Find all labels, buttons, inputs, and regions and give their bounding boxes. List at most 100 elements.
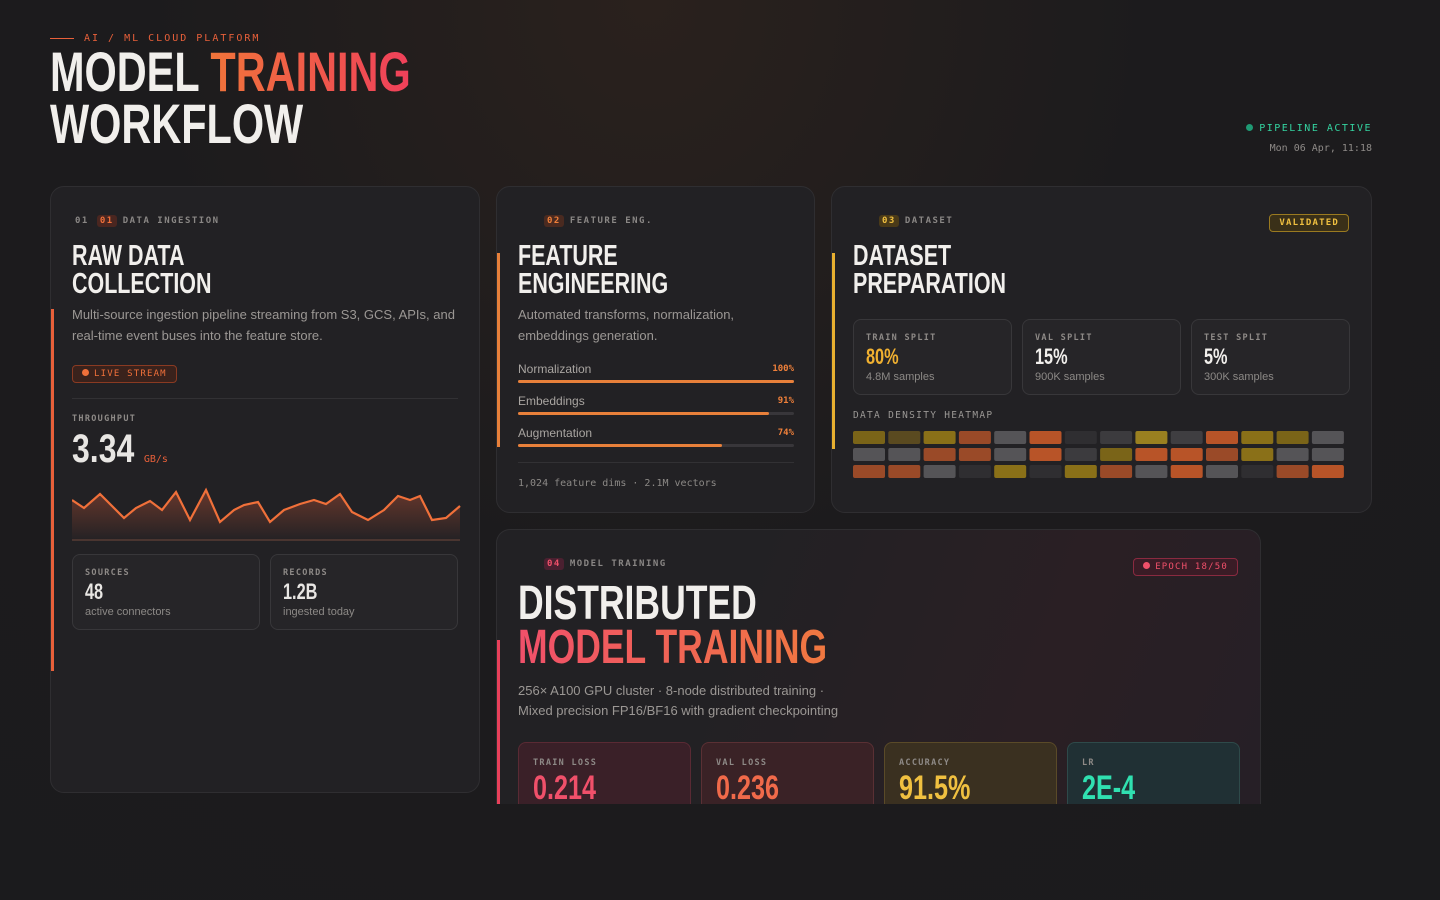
split-value: 5% (1204, 344, 1228, 369)
progress-row: Augmentation 74% (518, 426, 794, 458)
heatmap-cell (1170, 465, 1203, 478)
eyebrow-rule (50, 37, 74, 39)
metric-box: LR 2E-4 (1067, 742, 1240, 804)
progress-row: Normalization 100% (518, 362, 794, 394)
metric-value: 2E-4 (1082, 769, 1136, 804)
divider (72, 398, 458, 399)
index: 01 (75, 216, 89, 226)
stat-box: RECORDS 1.2B ingested today (270, 554, 458, 630)
progress-track (518, 380, 794, 383)
progress-fill (518, 380, 794, 383)
heatmap-cell (1241, 448, 1274, 461)
accent-bar (497, 253, 500, 447)
card-label: 03 DATASET (879, 215, 953, 227)
dataset-card: 03 DATASET VALIDATED DATASET PREPARATION T… (831, 186, 1372, 513)
metric-value: 0.236 (716, 769, 779, 804)
heatmap-cell (1135, 431, 1168, 444)
heatmap-cell (1311, 465, 1344, 478)
label: MODEL TRAINING (569, 559, 667, 569)
metric-box: TRAIN LOSS 0.214 (518, 742, 691, 804)
split-box: TEST SPLIT 5% 300K samples (1191, 319, 1350, 395)
metric-value-wrap: 2E-4 (1082, 769, 1154, 804)
heatmap-cell (923, 465, 956, 478)
description-line: 256× A100 GPU cluster · 8-node distribut… (518, 683, 825, 698)
label: FEATURE ENG. (569, 216, 653, 226)
ingestion-card: 01 01 DATA INGESTION RAW DATA COLLECTION Mu… (50, 186, 480, 793)
title-line: RAW DATA (72, 240, 185, 272)
accent-bar (832, 253, 835, 449)
accent-bar (497, 640, 500, 804)
heatmap-cell (1100, 431, 1133, 444)
heatmap-cell (1170, 431, 1203, 444)
progress-label: 100% (772, 364, 794, 374)
status-text: PIPELINE ACTIVE (1259, 123, 1372, 134)
card-title: RAW DATA COLLECTION (72, 240, 261, 299)
heatmap-cell (888, 431, 921, 444)
eyebrow-text: AI / ML CLOUD PLATFORM (84, 33, 261, 44)
status-dot (1246, 124, 1254, 131)
title-line: MODEL TRAINING (518, 621, 828, 674)
split-value: 15% (1035, 344, 1068, 369)
heatmap-cell (1100, 448, 1133, 461)
heatmap-cell (1241, 431, 1274, 444)
description: Multi-source ingestion pipeline streamin… (72, 307, 455, 343)
heatmap-cell (958, 431, 991, 444)
heatmap-cell (1064, 431, 1097, 444)
card-label: 01 01 DATA INGESTION (75, 215, 220, 227)
tag: LIVE STREAM (72, 365, 177, 383)
heatmap-cell (1135, 465, 1168, 478)
heatmap-cell (1276, 465, 1309, 478)
heatmap-cell (1311, 431, 1344, 444)
sparkline-line (72, 487, 461, 524)
progress-track (518, 412, 794, 415)
title-word: MODEL (50, 40, 199, 103)
heatmap-cell (1276, 448, 1309, 461)
metric-box: ACCURACY 91.5% (884, 742, 1057, 804)
heatmap-cell (1206, 431, 1238, 444)
progress-fill (518, 412, 770, 415)
description-line: Mixed precision FP16/BF16 with gradient … (518, 703, 839, 718)
heatmap (853, 431, 1344, 478)
progress-row: Embeddings 91% (518, 394, 794, 426)
card-label: 04 MODEL TRAINING (544, 558, 667, 570)
card-title: FEATURE ENGINEERING (518, 242, 721, 299)
accent-bar (51, 309, 54, 671)
split-value-wrap: 80% (866, 344, 910, 370)
progress-name: Normalization (518, 362, 592, 376)
heatmap-cell (958, 465, 991, 478)
title-line: MODEL TRAINING (50, 44, 411, 100)
heatmap-cell (1029, 448, 1062, 461)
description: 256× A100 GPU cluster · 8-node distribut… (518, 681, 838, 721)
title-word-accent: TRAINING (210, 40, 411, 103)
stat-label: RECORDS (283, 568, 328, 578)
heatmap-cell (853, 465, 885, 478)
footer: 1,024 feature dims · 2.1M vectors (518, 478, 717, 489)
heatmap-cell (888, 465, 921, 478)
badge: 03 (879, 215, 899, 227)
stat-box: SOURCES 48 active connectors (72, 554, 260, 630)
heatmap-cell (853, 431, 885, 444)
split-note: 4.8M samples (866, 371, 935, 383)
stat-label: SOURCES (85, 568, 130, 578)
heatmap-cell (1135, 448, 1168, 461)
heatmap-cell (923, 448, 956, 461)
tag-text: EPOCH 18/50 (1155, 562, 1228, 572)
split-value-wrap: 5% (1204, 344, 1236, 370)
heatmap-cell (1170, 448, 1203, 461)
metric-label: LR (1082, 758, 1095, 768)
card-title: DISTRIBUTED MODEL TRAINING (518, 580, 936, 674)
metric-value: 3.34 (72, 427, 135, 471)
training-card: 04 MODEL TRAINING EPOCH 18/50 DISTRIBUTED… (496, 529, 1261, 804)
metric-label: VAL LOSS (716, 758, 768, 768)
stat-value: 48 (85, 579, 104, 604)
badge: 02 (544, 215, 564, 227)
split-note: 300K samples (1204, 371, 1274, 383)
split-box: VAL SPLIT 15% 900K samples (1022, 319, 1181, 395)
heatmap-cell (1276, 431, 1309, 444)
split-value-wrap: 15% (1035, 344, 1079, 370)
heatmap-cell (1029, 465, 1062, 478)
stat-value: 1.2B (283, 579, 318, 604)
split-note: 900K samples (1035, 371, 1105, 383)
status: PIPELINE ACTIVE (1246, 123, 1372, 134)
card-title: DATASET PREPARATION (853, 242, 1060, 299)
